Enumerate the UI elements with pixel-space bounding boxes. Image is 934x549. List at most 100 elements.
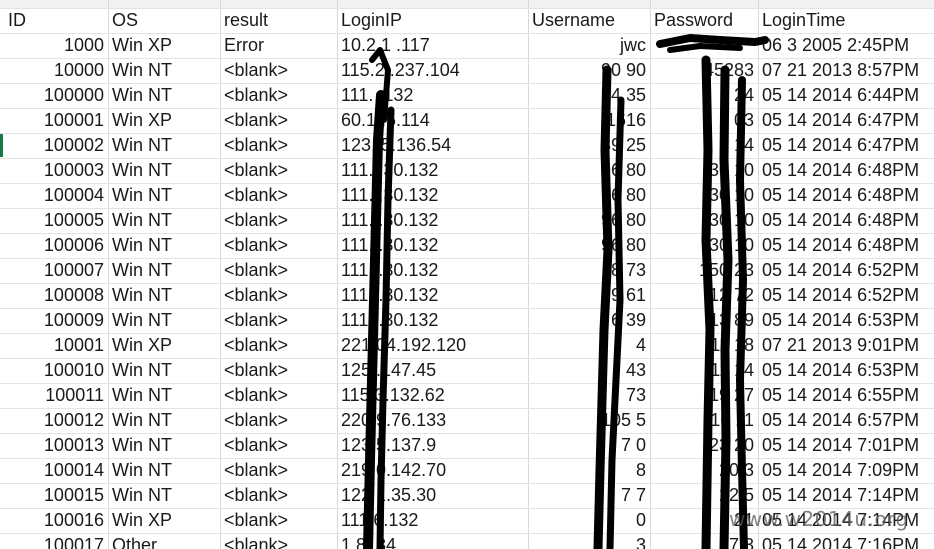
- cell-user[interactable]: 105 5: [600, 410, 646, 430]
- cell-id[interactable]: 1000: [63, 35, 104, 55]
- cell-ip[interactable]: 111. .30.132: [341, 285, 439, 305]
- cell-os[interactable]: Win NT: [112, 485, 172, 505]
- cell-result[interactable]: <blank>: [224, 385, 289, 405]
- cell-os[interactable]: Win NT: [112, 160, 172, 180]
- cell-time[interactable]: 05 14 2014 6:48PM: [762, 185, 920, 205]
- cell-result[interactable]: <blank>: [224, 235, 289, 255]
- cell-time[interactable]: 05 14 2014 7:16PM: [762, 535, 920, 549]
- cell-user[interactable]: 8 73: [610, 260, 646, 280]
- cell-time[interactable]: 05 14 2014 6:48PM: [762, 235, 920, 255]
- cell-os[interactable]: Win NT: [112, 210, 172, 230]
- cell-time[interactable]: 05 14 2014 7:01PM: [762, 435, 920, 455]
- cell-result[interactable]: <blank>: [224, 485, 289, 505]
- header-cell-password[interactable]: Password: [654, 10, 734, 30]
- cell-user[interactable]: 4: [635, 335, 646, 355]
- cell-os[interactable]: Win NT: [112, 310, 172, 330]
- cell-pass[interactable]: 30 10: [708, 160, 754, 180]
- cell-id[interactable]: 100013: [43, 435, 104, 455]
- cell-ip[interactable]: 111. .30.132: [341, 210, 439, 230]
- cell-pass[interactable]: 17 3: [718, 535, 754, 549]
- cell-result[interactable]: <blank>: [224, 310, 289, 330]
- cell-ip[interactable]: 111. .30.132: [341, 260, 439, 280]
- cell-pass[interactable]: 13 89: [708, 310, 754, 330]
- cell-result[interactable]: <blank>: [224, 260, 289, 280]
- cell-result[interactable]: <blank>: [224, 360, 289, 380]
- cell-result[interactable]: <blank>: [224, 410, 289, 430]
- cell-ip[interactable]: 219 0.142.70: [341, 460, 447, 480]
- cell-result[interactable]: <blank>: [224, 85, 289, 105]
- cell-user[interactable]: 1616: [605, 110, 646, 130]
- cell-ip[interactable]: 1.8 .84: [341, 535, 397, 549]
- cell-pass[interactable]: 11 18: [710, 335, 754, 355]
- cell-user[interactable]: jwc: [620, 35, 646, 55]
- cell-user[interactable]: 3: [635, 535, 646, 549]
- cell-id[interactable]: 100007: [43, 260, 104, 280]
- cell-result[interactable]: <blank>: [224, 135, 289, 155]
- cell-id[interactable]: 100005: [43, 210, 104, 230]
- cell-id[interactable]: 100004: [43, 185, 104, 205]
- cell-ip[interactable]: 123 5.137.9: [341, 435, 437, 455]
- cell-pass[interactable]: 30 10: [708, 235, 754, 255]
- cell-ip[interactable]: 111. .30.132: [341, 235, 439, 255]
- cell-pass[interactable]: 22 5: [718, 485, 754, 505]
- cell-user[interactable]: 90 90: [600, 60, 646, 80]
- cell-result[interactable]: <blank>: [224, 435, 289, 455]
- cell-os[interactable]: Win XP: [112, 335, 173, 355]
- cell-user[interactable]: 94 35: [600, 85, 646, 105]
- cell-os[interactable]: Win XP: [112, 510, 173, 530]
- cell-os[interactable]: Win NT: [112, 410, 172, 430]
- cell-user[interactable]: 96 80: [600, 235, 646, 255]
- cell-pass[interactable]: 30 10: [708, 210, 754, 230]
- cell-time[interactable]: 05 14 2014 6:47PM: [762, 110, 920, 130]
- cell-id[interactable]: 100016: [43, 510, 104, 530]
- cell-ip[interactable]: 221 04.192.120: [341, 335, 467, 355]
- header-cell-id[interactable]: ID: [8, 10, 26, 30]
- cell-pass[interactable]: 1 24: [718, 85, 754, 105]
- cell-time[interactable]: 05 14 2014 6:55PM: [762, 385, 920, 405]
- cell-user[interactable]: 0: [635, 510, 646, 530]
- cell-id[interactable]: 100012: [43, 410, 104, 430]
- cell-result[interactable]: <blank>: [224, 110, 289, 130]
- cell-id[interactable]: 100015: [43, 485, 104, 505]
- cell-result[interactable]: <blank>: [224, 285, 289, 305]
- cell-id[interactable]: 100017: [43, 535, 104, 549]
- cell-ip[interactable]: 111. .132: [341, 85, 414, 105]
- cell-time[interactable]: 05 14 2014 6:53PM: [762, 310, 920, 330]
- cell-user[interactable]: 89 25: [600, 135, 646, 155]
- cell-id[interactable]: 100011: [45, 385, 104, 405]
- cell-os[interactable]: Win NT: [112, 235, 172, 255]
- cell-result[interactable]: Error: [224, 35, 264, 55]
- cell-id[interactable]: 100001: [43, 110, 104, 130]
- cell-result[interactable]: <blank>: [224, 160, 289, 180]
- cell-id[interactable]: 100006: [43, 235, 104, 255]
- cell-id[interactable]: 100010: [43, 360, 104, 380]
- cell-time[interactable]: 05 14 2014 7:09PM: [762, 460, 920, 480]
- cell-result[interactable]: <blank>: [224, 460, 289, 480]
- header-cell-username[interactable]: Username: [532, 10, 616, 30]
- cell-os[interactable]: Win NT: [112, 260, 172, 280]
- cell-pass[interactable]: 11 14: [710, 360, 754, 380]
- cell-result[interactable]: <blank>: [224, 335, 289, 355]
- cell-result[interactable]: <blank>: [224, 210, 289, 230]
- cell-pass[interactable]: 2 03: [718, 110, 754, 130]
- cell-time[interactable]: 05 14 2014 6:44PM: [762, 85, 920, 105]
- cell-time[interactable]: 07 21 2013 9:01PM: [762, 335, 920, 355]
- cell-user[interactable]: 7 0: [620, 435, 646, 455]
- cell-ip[interactable]: 111 6.132: [341, 510, 419, 530]
- cell-os[interactable]: Win NT: [112, 435, 172, 455]
- cell-time[interactable]: 06 3 2005 2:45PM: [762, 35, 910, 55]
- cell-result[interactable]: <blank>: [224, 535, 289, 549]
- cell-pass[interactable]: 20 3: [718, 460, 754, 480]
- cell-id[interactable]: 10000: [53, 60, 104, 80]
- cell-time[interactable]: 05 14 2014 6:48PM: [762, 160, 920, 180]
- cell-user[interactable]: 73: [625, 385, 646, 405]
- cell-pass[interactable]: 16 11: [710, 410, 754, 430]
- cell-ip[interactable]: 115.2 .237.104: [341, 60, 460, 80]
- cell-time[interactable]: 05 14 2014 7:14PM: [762, 485, 920, 505]
- cell-ip[interactable]: 220 9.76.133: [341, 410, 447, 430]
- cell-user[interactable]: 96 80: [600, 210, 646, 230]
- cell-result[interactable]: <blank>: [224, 60, 289, 80]
- cell-id[interactable]: 100002: [43, 135, 104, 155]
- cell-id[interactable]: 100014: [43, 460, 104, 480]
